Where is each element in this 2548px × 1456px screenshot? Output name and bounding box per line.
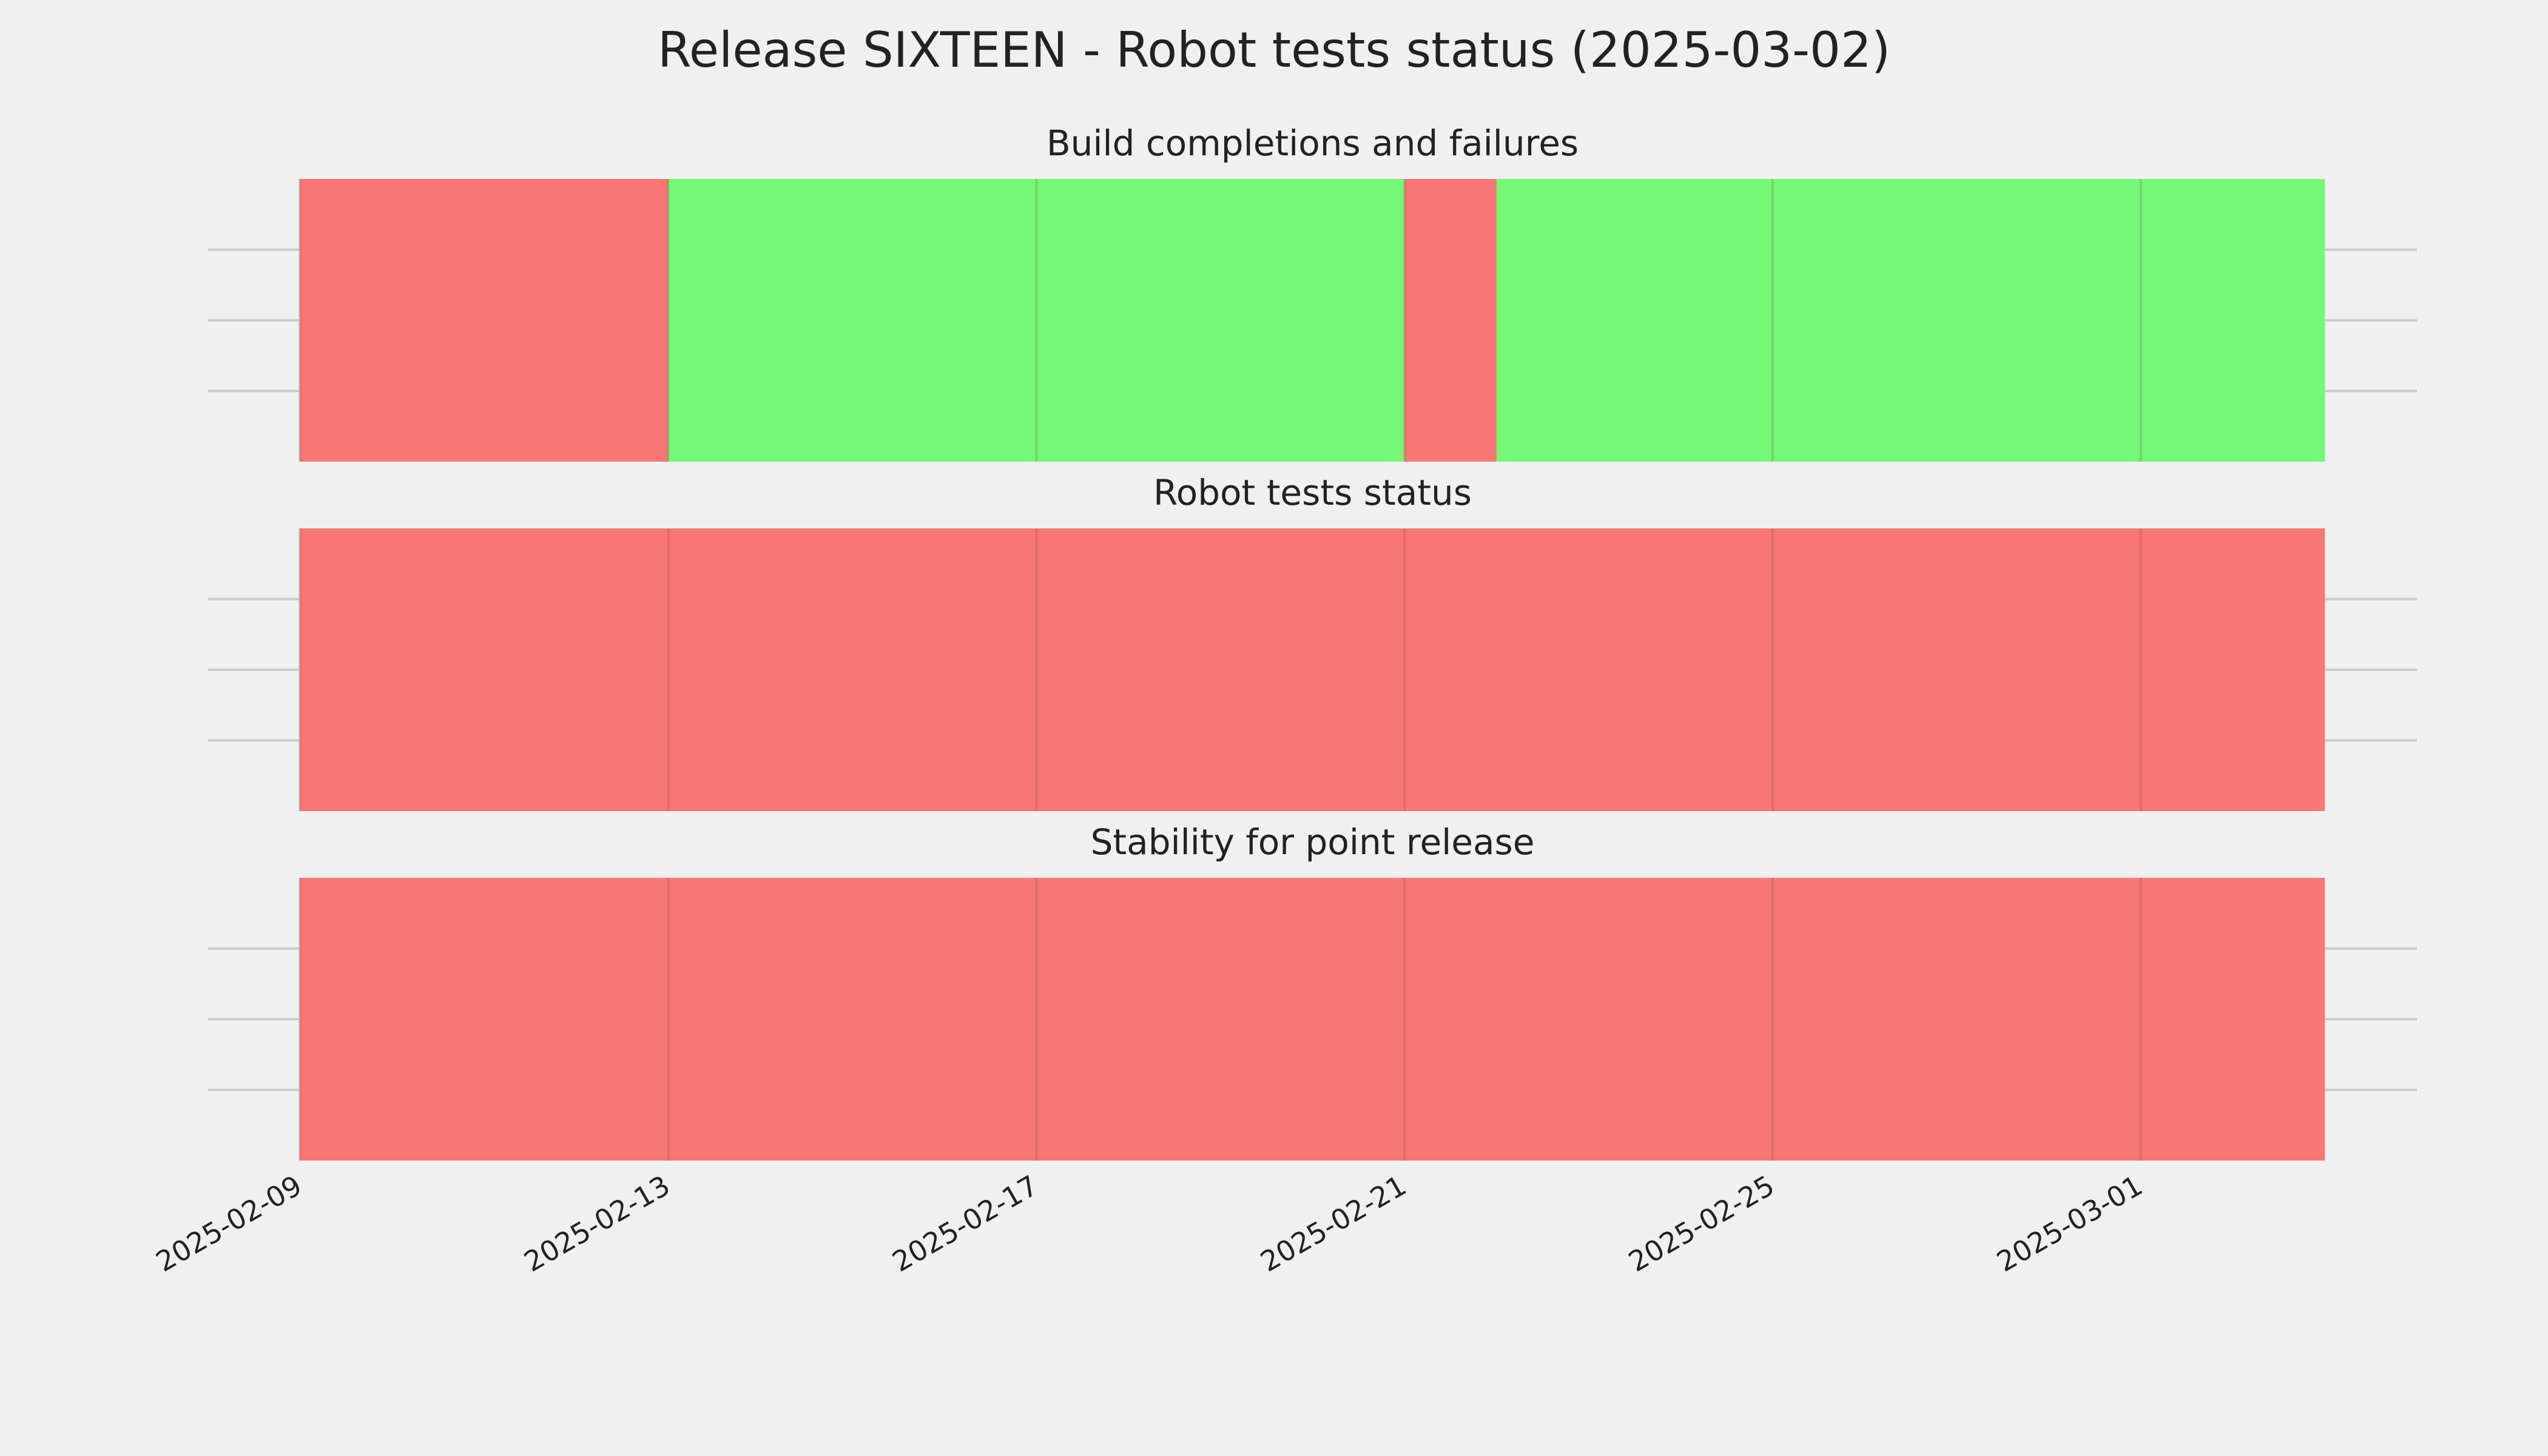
x-tick-label: 2025-03-01 — [1991, 1169, 2148, 1278]
subplot-title: Stability for point release — [1091, 821, 1535, 863]
x-tick-label: 2025-02-09 — [150, 1169, 308, 1278]
x-tick-label: 2025-02-25 — [1623, 1169, 1780, 1278]
status-span — [668, 179, 1405, 462]
status-span — [1404, 179, 1497, 462]
status-span — [300, 528, 2325, 811]
status-span — [1496, 179, 2325, 462]
status-span — [300, 179, 669, 462]
x-tick-label: 2025-02-21 — [1255, 1169, 1412, 1278]
figure-title: Release SIXTEEN - Robot tests status (20… — [658, 22, 1890, 78]
x-tick-label: 2025-02-17 — [887, 1169, 1044, 1278]
x-tick-label: 2025-02-13 — [519, 1169, 676, 1278]
subplot-title: Robot tests status — [1153, 472, 1472, 513]
status-span — [300, 878, 2325, 1161]
subplot-title: Build completions and failures — [1046, 123, 1579, 164]
